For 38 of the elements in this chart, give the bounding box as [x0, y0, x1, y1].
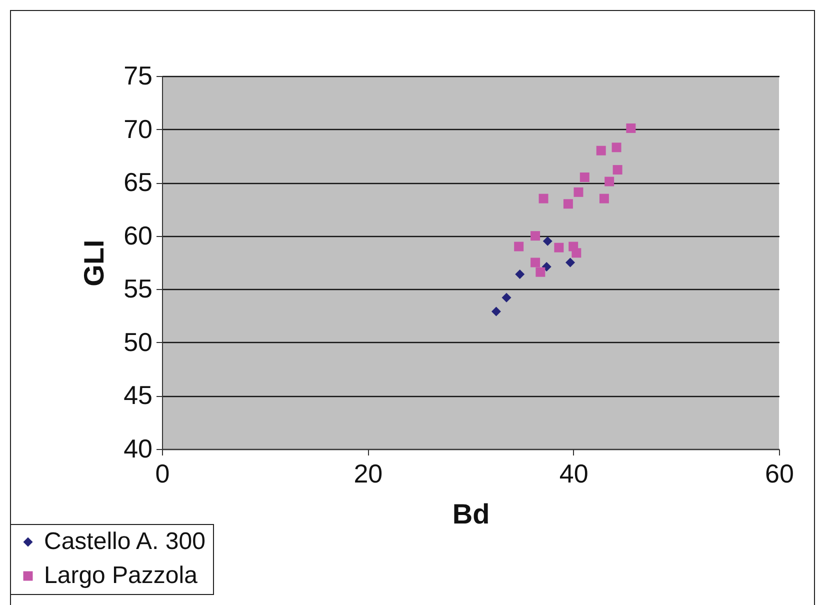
point	[491, 306, 501, 316]
point	[596, 146, 606, 156]
x-tick-label: 60	[765, 458, 794, 488]
y-tick-label: 50	[124, 326, 152, 357]
point	[563, 199, 573, 209]
point	[572, 248, 582, 258]
x-axis-title: Bd	[452, 498, 490, 530]
point	[604, 176, 614, 186]
y-tick-label: 60	[124, 220, 152, 250]
point	[542, 236, 552, 246]
point	[626, 123, 636, 133]
point	[566, 258, 575, 268]
point	[530, 258, 540, 268]
point	[514, 242, 524, 252]
y-tick-label: 45	[124, 380, 152, 410]
x-tick-label: 20	[354, 458, 383, 488]
y-tick-label: 55	[124, 274, 152, 304]
point	[502, 292, 512, 302]
point	[542, 262, 552, 272]
point	[515, 269, 525, 279]
point	[536, 267, 546, 277]
x-tick-label: 0	[155, 458, 170, 488]
point	[554, 242, 564, 252]
y-tick-label: 70	[124, 114, 152, 144]
y-tick-label: 65	[124, 167, 152, 198]
point	[580, 172, 590, 182]
legend-label: Castello A. 300	[44, 528, 206, 555]
point	[574, 187, 584, 197]
point	[530, 231, 540, 241]
y-tick-label: 75	[124, 60, 152, 90]
legend-label: Largo Pazzola	[44, 562, 198, 589]
point	[599, 194, 609, 204]
x-tick-label: 40	[559, 458, 588, 488]
y-axis-title: GLI	[78, 240, 110, 286]
y-tick-label: 40	[124, 434, 152, 464]
point	[538, 194, 548, 204]
point	[612, 142, 622, 152]
point	[612, 165, 622, 175]
